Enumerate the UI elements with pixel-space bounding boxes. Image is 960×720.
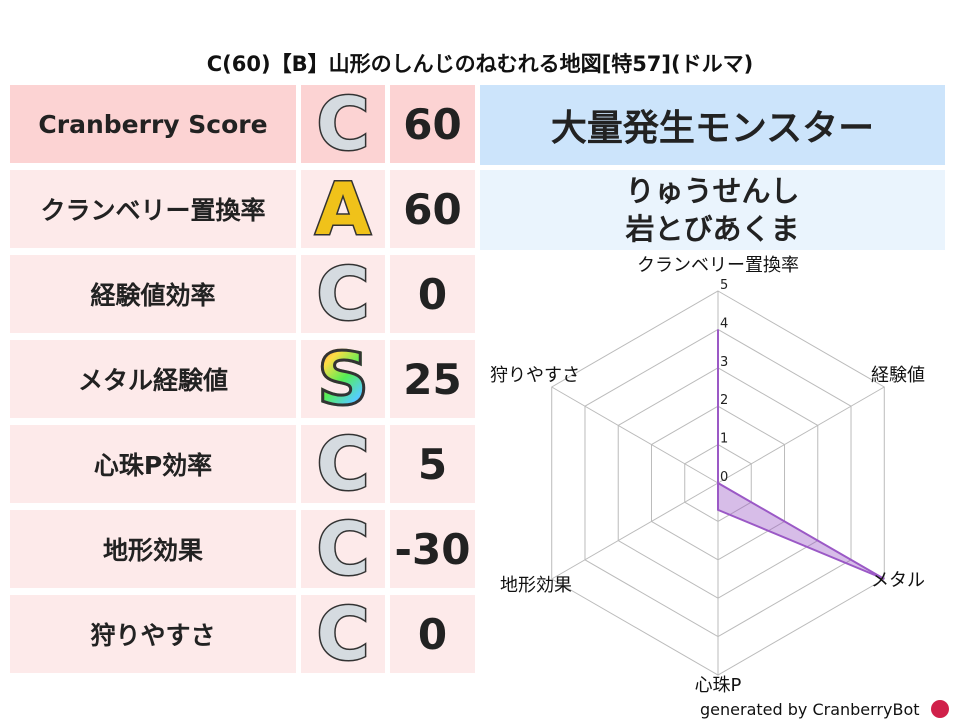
grid-spoke: [551, 386, 719, 484]
monster-header-text: 大量発生モンスター: [550, 108, 875, 149]
row-label: 狩りやすさ: [10, 595, 296, 673]
axis-label: クランベリー置換率: [637, 255, 799, 276]
axis-label: 狩りやすさ: [490, 365, 580, 386]
grade-a-icon: A: [314, 170, 373, 248]
grade-badge: C: [301, 510, 385, 588]
row-value: -30: [390, 510, 475, 588]
grade-badge: C: [301, 255, 385, 333]
grid-spoke: [717, 386, 885, 484]
grade-s-icon: S: [316, 340, 371, 418]
grid-spoke: [551, 482, 719, 580]
row-value: 0: [390, 255, 475, 333]
tick-label: 5: [720, 278, 728, 293]
row-value: 25: [390, 340, 475, 418]
cranberry-bot-icon: [930, 700, 949, 718]
grade-c-icon: C: [315, 510, 371, 588]
grade-badge: S: [301, 340, 385, 418]
credit-text: generated by CranberryBot: [700, 700, 949, 719]
row-label: 心珠P効率: [10, 425, 296, 503]
page-title: C(60)【B】山形のしんじのねむれる地図[特57](ドルマ): [206, 52, 754, 76]
row-value: 0: [390, 595, 475, 673]
grade-c-icon: C: [315, 425, 371, 503]
row-label: Cranberry Score: [10, 85, 296, 163]
grade-badge: C: [301, 85, 385, 163]
monster-name: りゅうせんし: [625, 174, 800, 208]
row-value: 60: [390, 170, 475, 248]
tick-label: 3: [720, 355, 728, 370]
row-value: 5: [390, 425, 475, 503]
tick-label: 1: [720, 432, 728, 447]
row-label: 経験値効率: [10, 255, 296, 333]
axis-label: 心珠P: [695, 675, 742, 696]
monster-name: 岩とびあくま: [625, 212, 800, 246]
tick-label: 4: [720, 316, 728, 331]
axis-label: 地形効果: [500, 575, 572, 596]
tick-label: 2: [720, 393, 728, 408]
grade-badge: C: [301, 425, 385, 503]
data-series: [717, 329, 885, 580]
row-label: メタル経験値: [10, 340, 296, 418]
axis-label: メタル: [871, 570, 925, 591]
grade-c-icon: C: [315, 85, 371, 163]
row-label: クランベリー置換率: [10, 170, 296, 248]
axis-label: 経験値: [871, 365, 925, 386]
row-value: 60: [390, 85, 475, 163]
monster-list: りゅうせんし 岩とびあくま: [480, 170, 945, 250]
grade-badge: C: [301, 595, 385, 673]
grade-c-icon: C: [315, 255, 371, 333]
credit-label: generated by CranberryBot: [700, 700, 920, 719]
grade-c-icon: C: [315, 595, 371, 673]
grade-badge: A: [301, 170, 385, 248]
tick-label: 0: [720, 470, 728, 485]
monster-header: 大量発生モンスター: [480, 85, 945, 165]
row-label: 地形効果: [10, 510, 296, 588]
